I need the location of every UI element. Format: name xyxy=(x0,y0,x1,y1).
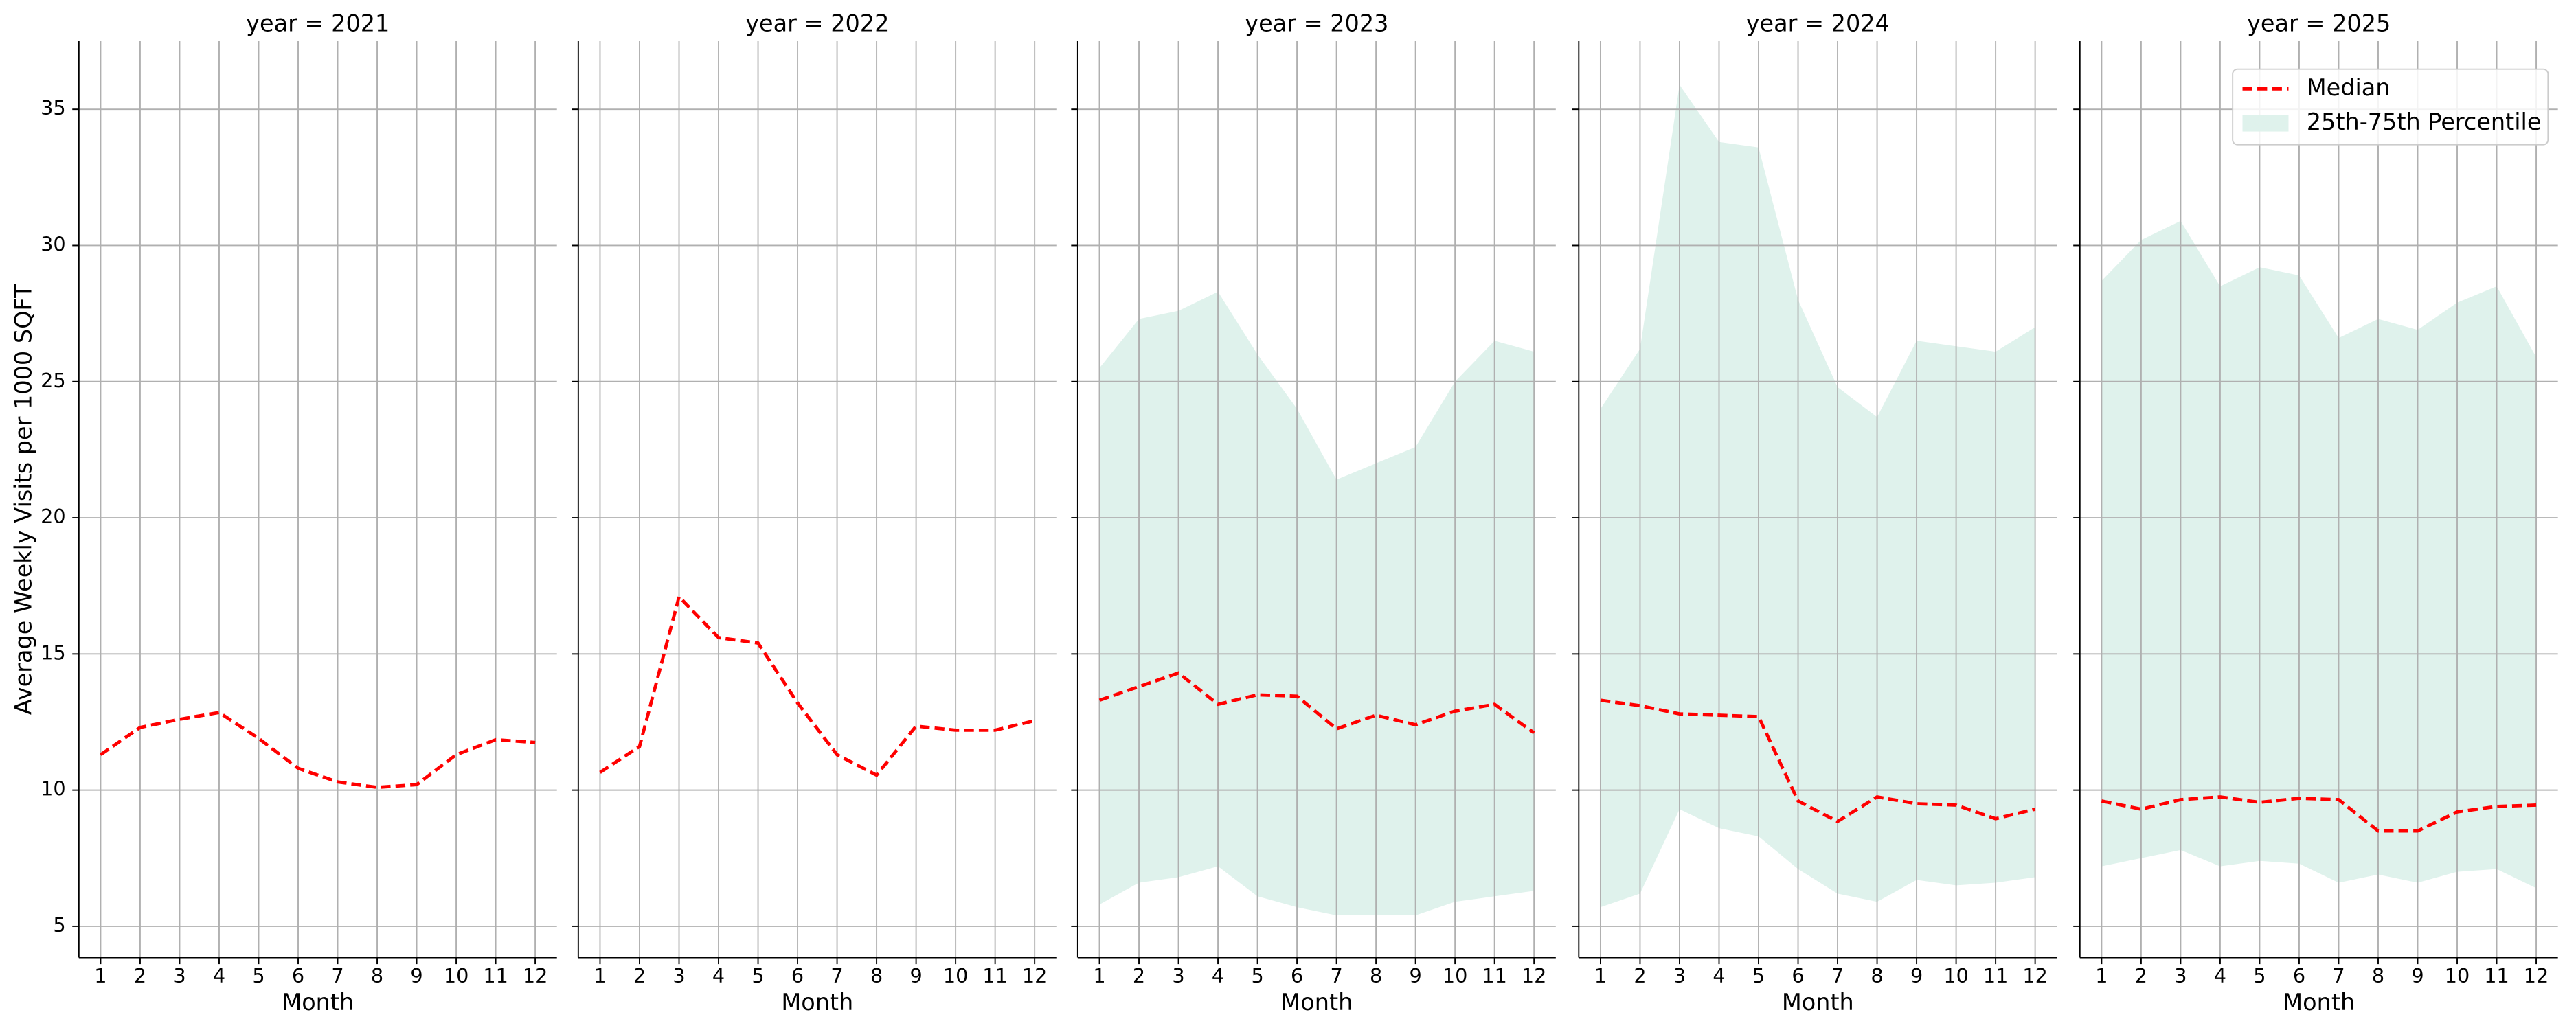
x-axis-title: Month xyxy=(1782,989,1854,1016)
y-tick-label: 30 xyxy=(41,232,66,255)
x-tick-label: 6 xyxy=(1291,964,1303,987)
x-tick-label: 2 xyxy=(2135,964,2147,987)
x-tick-label: 11 xyxy=(2484,964,2509,987)
x-tick-label: 10 xyxy=(2445,964,2470,987)
x-tick-label: 12 xyxy=(2022,964,2048,987)
percentile-band xyxy=(1600,84,2035,908)
x-tick-label: 11 xyxy=(1482,964,1507,987)
x-tick-label: 7 xyxy=(831,964,843,987)
x-axis-title: Month xyxy=(1280,989,1353,1016)
x-axis-title: Month xyxy=(2283,989,2355,1016)
panel-title: year = 2024 xyxy=(1746,10,1890,37)
x-tick-label: 11 xyxy=(1983,964,2009,987)
x-tick-label: 7 xyxy=(1330,964,1342,987)
legend-label: 25th-75th Percentile xyxy=(2307,108,2542,135)
legend-box xyxy=(2232,68,2549,146)
y-tick-label: 10 xyxy=(41,777,66,801)
legend-label: Median xyxy=(2307,74,2391,101)
percentile-band xyxy=(1099,291,1535,916)
y-tick-label: 5 xyxy=(53,913,65,937)
y-tick-label: 25 xyxy=(41,369,66,392)
x-tick-label: 7 xyxy=(1831,964,1844,987)
x-tick-label: 1 xyxy=(1594,964,1607,987)
x-tick-label: 10 xyxy=(444,964,469,987)
y-tick-label: 20 xyxy=(41,505,66,528)
x-tick-label: 3 xyxy=(173,964,185,987)
x-tick-label: 6 xyxy=(2293,964,2305,987)
panel-title: year = 2021 xyxy=(246,10,389,37)
x-tick-label: 6 xyxy=(1792,964,1804,987)
x-tick-label: 11 xyxy=(982,964,1008,987)
x-tick-label: 8 xyxy=(371,964,383,987)
x-tick-label: 9 xyxy=(1910,964,1923,987)
x-axis-title: Month xyxy=(282,989,354,1016)
y-tick-label: 35 xyxy=(41,96,66,119)
x-tick-label: 4 xyxy=(712,964,725,987)
x-tick-label: 3 xyxy=(1172,964,1184,987)
y-tick-label: 15 xyxy=(41,641,66,664)
x-tick-label: 5 xyxy=(1251,964,1263,987)
x-tick-label: 3 xyxy=(2174,964,2187,987)
y-axis-title: Average Weekly Visits per 1000 SQFT xyxy=(10,284,36,715)
median-line xyxy=(599,593,1035,777)
median-line xyxy=(100,711,536,790)
median-line xyxy=(1600,698,2036,823)
x-tick-label: 5 xyxy=(752,964,764,987)
x-tick-label: 8 xyxy=(870,964,883,987)
x-tick-label: 12 xyxy=(2524,964,2549,987)
x-tick-label: 7 xyxy=(2332,964,2345,987)
x-tick-label: 4 xyxy=(1713,964,1725,987)
x-tick-label: 9 xyxy=(909,964,922,987)
x-tick-label: 2 xyxy=(1133,964,1145,987)
x-tick-label: 2 xyxy=(134,964,146,987)
x-tick-label: 12 xyxy=(1022,964,1048,987)
x-tick-label: 10 xyxy=(1443,964,1468,987)
x-tick-label: 1 xyxy=(594,964,606,987)
x-tick-label: 9 xyxy=(1410,964,1422,987)
x-tick-label: 4 xyxy=(1212,964,1224,987)
median-line xyxy=(1098,671,1535,735)
x-tick-label: 1 xyxy=(1093,964,1105,987)
panel-title: year = 2025 xyxy=(2247,10,2391,37)
x-tick-label: 3 xyxy=(1673,964,1686,987)
x-tick-label: 5 xyxy=(2253,964,2266,987)
x-tick-label: 4 xyxy=(2214,964,2226,987)
x-tick-label: 4 xyxy=(213,964,225,987)
x-tick-label: 12 xyxy=(1522,964,1547,987)
x-tick-label: 7 xyxy=(331,964,343,987)
x-tick-label: 2 xyxy=(1634,964,1646,987)
x-tick-label: 12 xyxy=(523,964,548,987)
x-tick-label: 10 xyxy=(1943,964,1969,987)
x-tick-label: 1 xyxy=(2095,964,2108,987)
x-tick-label: 8 xyxy=(2372,964,2384,987)
x-tick-label: 5 xyxy=(1752,964,1765,987)
x-tick-label: 6 xyxy=(292,964,304,987)
x-tick-label: 8 xyxy=(1370,964,1382,987)
x-tick-label: 8 xyxy=(1871,964,1883,987)
panel-title: year = 2023 xyxy=(1245,10,1388,37)
x-axis-title: Month xyxy=(781,989,853,1016)
panel-title: year = 2022 xyxy=(745,10,889,37)
percentile-band xyxy=(2101,220,2537,889)
median-line xyxy=(2101,795,2537,833)
x-tick-label: 9 xyxy=(2411,964,2424,987)
x-tick-label: 1 xyxy=(94,964,106,987)
x-tick-label: 10 xyxy=(943,964,969,987)
x-tick-label: 11 xyxy=(483,964,508,987)
x-tick-label: 9 xyxy=(410,964,422,987)
x-tick-label: 5 xyxy=(252,964,264,987)
x-tick-label: 6 xyxy=(791,964,804,987)
x-tick-label: 3 xyxy=(673,964,685,987)
legend-swatch xyxy=(2242,115,2289,132)
x-tick-label: 2 xyxy=(633,964,646,987)
